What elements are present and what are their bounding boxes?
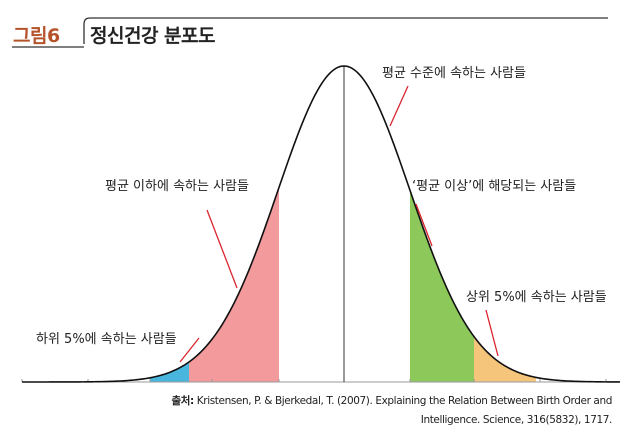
label-bottom-5: 하위 5%에 속하는 사람들: [36, 332, 177, 347]
figure-header: 그림6 정신건강 분포도: [0, 0, 640, 56]
source-citation: 출처: Kristensen, P. & Bjerkedal, T. (2007…: [132, 392, 613, 430]
top-5-region: [474, 336, 536, 382]
source-text-1: Kristensen, P. & Bjerkedal, T. (2007). E…: [196, 395, 613, 407]
label-above-average: ‘평균 이상’에 해당되는 사람들: [412, 179, 576, 194]
bottom-5-region: [150, 361, 189, 382]
bell-curve: [22, 65, 621, 383]
source-line-1: 출처: Kristensen, P. & Bjerkedal, T. (2007…: [132, 392, 613, 411]
pointers: [179, 85, 499, 363]
header-divider: [12, 17, 608, 48]
distribution-diagram: 평균 수준에 속하는 사람들 평균 이하에 속하는 사람들 ‘평균 이상’에 해…: [21, 65, 621, 383]
figure-label: 그림6: [13, 25, 60, 47]
pointer-above-average: [415, 203, 433, 247]
pointer-average-level: [389, 85, 409, 127]
pointer-top-5: [485, 309, 499, 357]
source-text-2: Intelligence. Science, 316(5832), 1717.: [420, 414, 613, 426]
source-label: 출처:: [171, 395, 195, 407]
figure-title: 정신건강 분포도: [90, 25, 215, 47]
pointer-bottom-5: [179, 337, 200, 363]
below-average-region: [189, 187, 279, 382]
region-fills: [150, 187, 536, 382]
pointer-below-average: [206, 209, 238, 289]
label-average-level: 평균 수준에 속하는 사람들: [382, 66, 526, 81]
label-top-5: 상위 5%에 속하는 사람들: [466, 290, 607, 305]
label-below-average: 평균 이하에 속하는 사람들: [105, 179, 249, 194]
